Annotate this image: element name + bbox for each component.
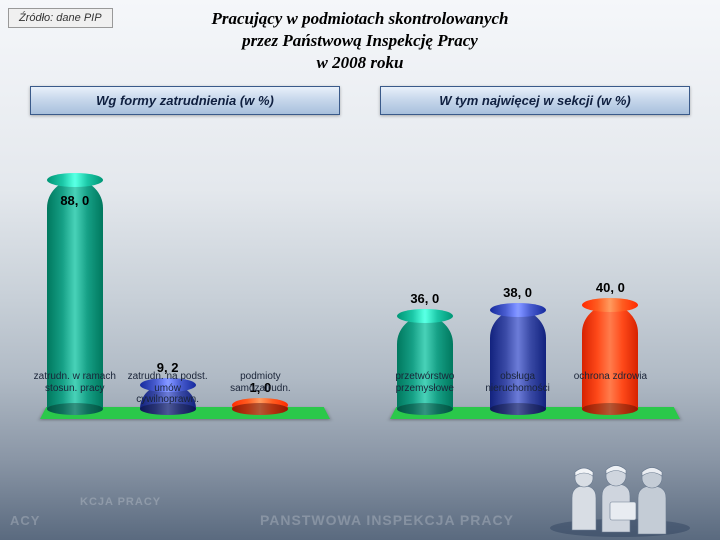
left-subtitle: Wg formy zatrudnienia (w %) (30, 86, 340, 115)
bar-cylinder (232, 405, 288, 409)
right-plot: 36, 0przetwórstwo przemysłowe38, 0obsług… (390, 135, 680, 419)
bar-x-label: podmioty samozatrudn. (215, 371, 305, 394)
bar-x-label: przetwórstwo przemysłowe (380, 371, 470, 394)
left-plot: 88, 0zatrudn. w ramach stosun. pracy 9, 2… (40, 135, 330, 419)
title-line-3: w 2008 roku (0, 52, 720, 74)
title-line-2: przez Państwową Inspekcję Pracy (0, 30, 720, 52)
right-subtitle: W tym najwięcej w sekcji (w %) (380, 86, 690, 115)
charts-row: 88, 0zatrudn. w ramach stosun. pracy9, 2… (0, 125, 720, 465)
bar: 88, 0zatrudn. w ramach stosun. pracy (47, 180, 103, 409)
bar-cylinder (397, 316, 453, 410)
bar-x-label: obsługa nieruchomości (473, 371, 563, 394)
bar-x-label: ochrona zdrowia (565, 371, 655, 383)
bar-cylinder (582, 305, 638, 409)
bar-x-label: zatrudn. w ramach stosun. pracy (30, 371, 120, 394)
bar: 36, 0przetwórstwo przemysłowe (397, 316, 453, 410)
bar: 1, 0podmioty samozatrudn. (232, 405, 288, 409)
bar-value-label: 38, 0 (490, 285, 546, 300)
right-chart: 36, 0przetwórstwo przemysłowe38, 0obsług… (370, 125, 700, 465)
watermark-text: KCJA PRACY (80, 496, 161, 508)
bar-value-label: 88, 0 (47, 193, 103, 208)
bar-x-label: zatrudn. na podst. umów cywilnoprawn. (123, 371, 213, 406)
footer-art: KCJA PRACY ACY PANSTWOWA INSPEKCJA PRACY (0, 470, 720, 540)
bar-cylinder (490, 310, 546, 409)
subtitle-row: Wg formy zatrudnienia (w %) W tym najwię… (0, 86, 720, 115)
watermark-text: ACY (10, 513, 40, 528)
source-box: Źródło: dane PIP (8, 8, 113, 28)
source-label: Źródło: dane PIP (19, 12, 102, 24)
people-illustration (542, 458, 702, 540)
bar: 38, 0obsługa nieruchomości (490, 310, 546, 409)
bar-value-label: 40, 0 (582, 280, 638, 295)
watermark-text: PANSTWOWA INSPEKCJA PRACY (260, 512, 514, 528)
bar: 9, 2zatrudn. na podst. umów cywilnoprawn… (140, 385, 196, 409)
bar: 40, 0ochrona zdrowia (582, 305, 638, 409)
bar-value-label: 36, 0 (397, 291, 453, 306)
left-chart: 88, 0zatrudn. w ramach stosun. pracy9, 2… (20, 125, 350, 465)
